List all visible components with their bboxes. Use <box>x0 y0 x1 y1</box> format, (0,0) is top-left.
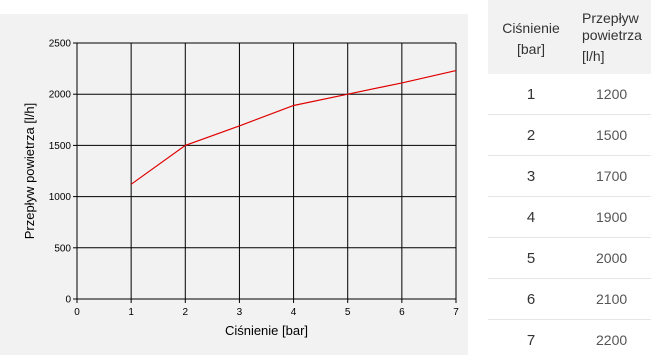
flow-cell: 2100 <box>574 279 651 320</box>
y-tick-label: 1500 <box>49 141 72 152</box>
flow-cell: 1700 <box>574 156 651 197</box>
table-row: 5 2000 <box>488 238 651 279</box>
header-pressure: Ciśnienie [bar] <box>488 0 574 74</box>
table-row: 2 1500 <box>488 115 651 156</box>
flow-cell: 1200 <box>574 74 651 115</box>
pressure-cell: 2 <box>488 115 574 156</box>
pressure-cell: 5 <box>488 238 574 279</box>
header-flow: Przepływ powietrza [l/h] <box>574 0 651 74</box>
pressure-cell: 6 <box>488 279 574 320</box>
table-header-row: Ciśnienie [bar] Przepływ powietrza [l/h] <box>488 0 651 74</box>
header-pressure-title: Ciśnienie <box>488 20 574 37</box>
table-row: 7 2200 <box>488 320 651 360</box>
header-flow-title-1: Przepływ <box>582 10 651 27</box>
table-row: 6 2100 <box>488 279 651 320</box>
header-flow-title-2: powietrza <box>582 27 651 44</box>
flow-cell: 1500 <box>574 115 651 156</box>
flow-cell: 1900 <box>574 197 651 238</box>
pressure-cell: 1 <box>488 74 574 115</box>
pressure-cell: 3 <box>488 156 574 197</box>
x-axis-label: Ciśnienie [bar] <box>225 323 308 338</box>
table-row: 4 1900 <box>488 197 651 238</box>
header-flow-unit: [l/h] <box>582 48 651 65</box>
data-table: Ciśnienie [bar] Przepływ powietrza [l/h]… <box>488 0 651 360</box>
header-pressure-unit: [bar] <box>488 41 574 58</box>
y-axis-label: Przepływ powietrza [l/h] <box>22 103 37 240</box>
pressure-cell: 4 <box>488 197 574 238</box>
flow-cell: 2000 <box>574 238 651 279</box>
tick-labels: 0 1 2 3 4 5 6 7 0 500 1000 1500 2000 2500 <box>49 39 459 319</box>
x-tick-label: 7 <box>453 307 459 318</box>
y-tick-label: 2000 <box>49 90 72 101</box>
y-tick-label: 2500 <box>49 39 72 50</box>
axes <box>73 43 456 303</box>
x-tick-label: 4 <box>291 307 297 318</box>
flow-cell: 2200 <box>574 320 651 360</box>
x-tick-label: 0 <box>74 307 80 318</box>
x-tick-label: 1 <box>128 307 134 318</box>
chart-panel: 0 1 2 3 4 5 6 7 0 500 1000 1500 2000 2500 Ciśnienie [… <box>0 14 468 355</box>
x-tick-label: 6 <box>399 307 405 318</box>
table-row: 3 1700 <box>488 156 651 197</box>
y-tick-label: 1000 <box>49 192 72 203</box>
line-chart: 0 1 2 3 4 5 6 7 0 500 1000 1500 2000 2500 Ciśnienie [… <box>0 14 468 355</box>
y-tick-label: 500 <box>54 243 71 254</box>
pressure-cell: 7 <box>488 320 574 360</box>
x-tick-label: 3 <box>237 307 243 318</box>
x-tick-label: 5 <box>345 307 351 318</box>
table-row: 1 1200 <box>488 74 651 115</box>
x-tick-label: 2 <box>183 307 189 318</box>
grid-lines <box>77 43 456 299</box>
y-tick-label: 0 <box>65 295 71 306</box>
